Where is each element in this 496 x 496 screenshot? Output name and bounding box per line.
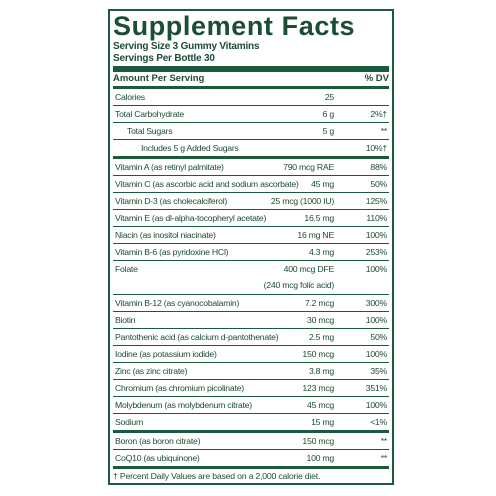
nutrient-name: Calories <box>115 92 145 102</box>
row: Folate 400 mcg DFE (240 mcg folic acid) 100… <box>113 261 389 295</box>
nutrient-name: Zinc (as zinc citrate) <box>115 366 188 376</box>
row: Includes 5 g Added Sugars 10%† <box>113 140 389 159</box>
amount: 16 mg NE <box>297 230 334 240</box>
daily-value: 10%† <box>365 143 387 153</box>
row: Vitamin A (as retinyl palmitate) 790 mcg … <box>113 159 389 176</box>
daily-value: 100% <box>365 349 387 359</box>
amount: 25 <box>324 92 334 102</box>
daily-value: 125% <box>365 196 387 206</box>
nutrient-name: Folate <box>115 264 138 274</box>
header: Amount Per Serving % DV <box>113 72 389 86</box>
nutrient-name: Vitamin B-6 (as pyridoxine HCl) <box>115 247 229 257</box>
daily-value: 351% <box>365 383 387 393</box>
nutrient-name: Biotin <box>115 315 136 325</box>
amount: 790 mcg RAE <box>283 162 334 172</box>
amount: 5 g <box>322 126 335 136</box>
amount: 6 g <box>322 109 335 119</box>
amount: 15 mg <box>311 417 334 427</box>
nutrient-name: Iodine (as potassium iodide) <box>115 349 217 359</box>
row: Biotin 30 mcg 100% <box>113 312 389 329</box>
daily-value: 50% <box>370 332 387 342</box>
rule <box>113 86 389 89</box>
amount: 45 mcg <box>307 400 334 410</box>
amount: 25 mcg (1000 IU) <box>270 196 334 206</box>
nutrient-name: Vitamin E (as dl-alpha-tocopheryl acetat… <box>115 213 267 223</box>
nutrient-name: Pantothenic acid (as calcium d-pantothen… <box>115 332 279 342</box>
nutrient-name: Boron (as boron citrate) <box>115 436 201 446</box>
row: Zinc (as zinc citrate) 3.8 mg 35% <box>113 363 389 380</box>
row: Molybdenum (as molybdenum citrate) 45 mcg… <box>113 397 389 414</box>
row: Total Sugars 5 g ** <box>113 123 389 140</box>
daily-value: 100% <box>365 315 387 325</box>
amount: 2.5 mg <box>308 332 334 342</box>
row: Vitamin D-3 (as cholecalciferol) 25 mcg (… <box>113 193 389 210</box>
daily-value: 35% <box>370 366 387 376</box>
daily-value: 253% <box>365 247 387 257</box>
daily-value: 100% <box>365 264 387 274</box>
nutrient-name: CoQ10 (as ubiquinone) <box>115 453 200 463</box>
nutrient-name: Vitamin A (as retinyl palmitate) <box>115 162 224 172</box>
daily-value: ** <box>380 436 388 446</box>
amount: 30 mcg <box>307 315 334 325</box>
row: Vitamin E (as dl-alpha-tocopheryl acetat… <box>113 210 389 227</box>
amount: (240 mcg folic acid) <box>263 280 335 290</box>
serving-size: Serving Size 3 Gummy Vitamins <box>113 41 260 52</box>
nutrient-name: Molybdenum (as molybdenum citrate) <box>115 400 252 410</box>
daily-value: 50% <box>370 179 387 189</box>
rule <box>113 66 389 72</box>
daily-value: 300% <box>365 298 387 308</box>
row: CoQ10 (as ubiquinone) 100 mg ** <box>113 450 389 469</box>
nutrient-name: Includes 5 g Added Sugars <box>141 143 239 153</box>
supplement-facts-panel: Supplement Facts Serving Size 3 Gummy Vi… <box>108 9 394 485</box>
amount: 45 mg <box>311 179 334 189</box>
header-dv: % DV <box>364 73 389 84</box>
row: Vitamin B-6 (as pyridoxine HCl) 4.3 mg 253… <box>113 244 389 261</box>
row: Niacin (as inositol niacinate) 16 mg NE 10… <box>113 227 389 244</box>
amount: 16.5 mg <box>304 213 334 223</box>
row: Boron (as boron citrate) 150 mcg ** <box>113 433 389 450</box>
daily-value: 88% <box>370 162 387 172</box>
nutrient-name: Vitamin B-12 (as cyanocobalamin) <box>115 298 240 308</box>
amount: 400 mcg DFE <box>283 264 335 274</box>
amount: 3.8 mg <box>308 366 334 376</box>
amount: 150 mcg <box>302 436 334 446</box>
servings-per: Servings Per Bottle 30 <box>113 52 215 64</box>
amount: 4.3 mg <box>308 247 334 257</box>
amount: 100 mg <box>306 453 335 463</box>
row: Chromium (as chromium picolinate) 123 mcg… <box>113 380 389 397</box>
header-amount: Amount Per Serving <box>113 73 205 84</box>
daily-value: 110% <box>366 213 387 223</box>
daily-value: 100% <box>365 400 387 410</box>
footnote: † Percent Daily Values are based on a 2,… <box>113 471 321 481</box>
footnote: ** Daily Value not established. <box>113 482 389 484</box>
nutrient-name: Niacin (as inositol niacinate) <box>115 230 216 240</box>
amount: 123 mcg <box>302 383 334 393</box>
row: Vitamin B-12 (as cyanocobalamin) 7.2 mcg 3… <box>113 295 389 312</box>
amount: 7.2 mcg <box>304 298 334 308</box>
nutrient-name: Total Carbohydrate <box>115 109 184 119</box>
nutrient-name: Vitamin C (as ascorbic acid and sodium a… <box>115 179 299 189</box>
daily-value: 100% <box>365 230 387 240</box>
row: Total Carbohydrate 6 g 2%† <box>113 106 389 123</box>
amount: 150 mcg <box>302 349 334 359</box>
rows: Calories 25 Total Carbohydrate 6 g 2%† Total … <box>113 89 389 469</box>
nutrient-name: Sodium <box>115 417 143 427</box>
nutrient-name: Vitamin D-3 (as cholecalciferol) <box>115 196 228 206</box>
row: Iodine (as potassium iodide) 150 mcg 100% <box>113 346 389 363</box>
daily-value: <1% <box>370 417 387 427</box>
row: Vitamin C (as ascorbic acid and sodium a… <box>113 176 389 193</box>
nutrient-name: Chromium (as chromium picolinate) <box>115 383 244 393</box>
row: Sodium 15 mg <1% <box>113 414 389 433</box>
row: Calories 25 <box>113 89 389 106</box>
footnotes: † Percent Daily Values are based on a 2,… <box>113 471 389 484</box>
daily-value: ** <box>380 453 388 463</box>
daily-value: 2%† <box>370 109 387 119</box>
nutrient-name: Total Sugars <box>127 126 173 136</box>
daily-value: ** <box>380 126 388 136</box>
title: Supplement Facts <box>113 11 356 41</box>
row: Pantothenic acid (as calcium d-pantothen… <box>113 329 389 346</box>
